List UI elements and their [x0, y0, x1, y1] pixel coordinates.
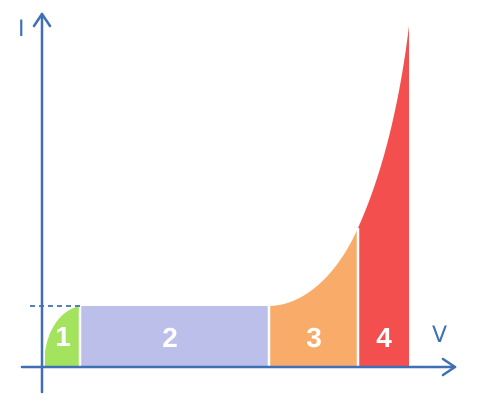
x-axis-label: V — [432, 323, 447, 348]
x-axis-arrowhead — [441, 357, 457, 377]
region-2-label: 2 — [162, 322, 178, 353]
region-3-label: 3 — [306, 322, 322, 353]
region-2-area — [80, 306, 269, 366]
y-axis-label: I — [18, 17, 25, 42]
region-1-label: 1 — [55, 321, 71, 352]
region-3-area — [269, 228, 358, 366]
y-axis-arrowhead — [32, 12, 52, 28]
region-4-area — [358, 26, 409, 366]
region-1-area — [45, 306, 80, 366]
region-4-label: 4 — [376, 322, 392, 353]
